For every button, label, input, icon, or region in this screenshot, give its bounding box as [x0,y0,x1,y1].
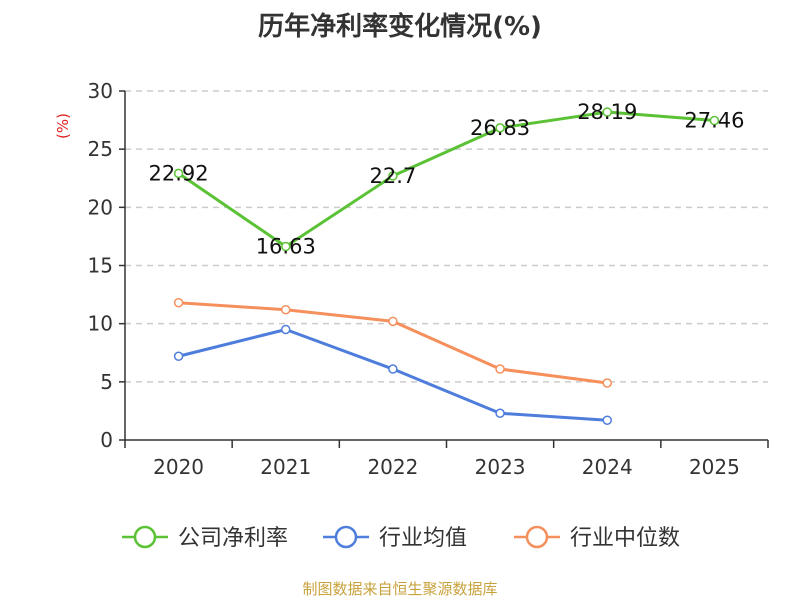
data-point-0 [173,168,184,179]
x-tick-label: 2023 [475,455,526,479]
data-point-1 [388,364,398,374]
data-point-0 [709,115,720,126]
data-point-2 [173,297,184,308]
chart-title: 历年净利率变化情况(%) [258,12,542,42]
y-tick-label: 5 [100,370,113,394]
series-points [173,107,720,425]
legend-marker-0 [133,525,157,549]
legend: 公司净利率 行业均值 行业中位数 [122,525,680,551]
data-label: 22.92 [149,161,209,185]
legend-marker-2 [525,525,549,549]
data-point-2 [495,364,505,374]
data-point-1 [495,408,505,418]
data-point-0 [388,171,398,181]
y-axis-unit-label: (%) [54,113,72,139]
legend-label-0: 公司净利率 [178,526,288,551]
data-point-0 [602,107,612,117]
data-label: 16.63 [256,235,316,259]
x-tick-label: 2025 [689,455,740,479]
series-line-0 [177,110,715,249]
y-tick-label: 0 [100,428,113,452]
legend-marker-1 [334,525,358,549]
x-tick-label: 2022 [367,455,418,479]
y-tick-label: 20 [88,195,113,219]
data-label: 28.19 [577,100,637,124]
data-label: 22.7 [370,164,417,188]
data-point-0 [495,123,505,133]
data-point-1 [173,351,184,361]
y-tick-label: 30 [88,79,113,103]
y-tick-label: 15 [88,254,113,278]
y-tick-label: 10 [88,312,113,336]
data-point-1 [602,415,612,425]
data-source-note: 制图数据来自恒生聚源数据库 [302,580,498,598]
data-label: 26.83 [470,116,530,140]
y-tick-label: 25 [88,137,113,161]
data-point-2 [281,304,291,315]
data-point-2 [388,316,398,327]
data-point-2 [602,378,612,388]
x-tick-label: 2024 [582,455,633,479]
grid-lines [125,90,768,383]
x-tick-label: 2020 [153,455,204,479]
x-tick-label: 2021 [260,455,311,479]
legend-label-2: 行业中位数 [570,526,680,551]
data-labels: 22.92 16.63 22.7 26.83 28.19 27.46 [149,100,745,258]
legend-label-1: 行业均值 [379,526,467,551]
data-point-1 [281,324,291,335]
data-label: 27.46 [684,109,744,133]
data-point-0 [281,241,291,252]
